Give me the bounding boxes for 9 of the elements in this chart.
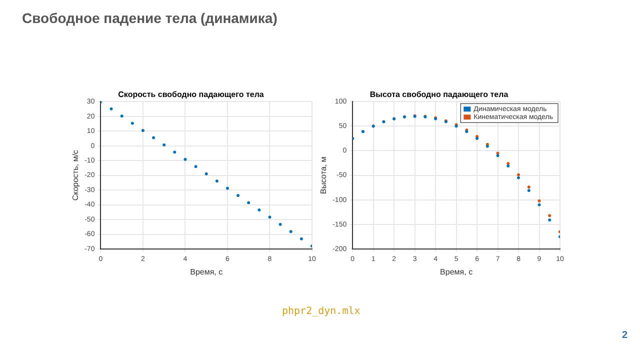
chart-title: Высота свободно падающего тела <box>370 90 509 100</box>
y-axis-title: Скорость, м/с <box>71 150 80 201</box>
text: phpr2_dyn.mlx <box>282 306 360 317</box>
x-axis-title: Время, с <box>190 267 223 276</box>
text: 2 <box>622 330 628 341</box>
chart-title: Скорость свободно падающего тела <box>118 90 264 100</box>
x-axis-title: Время, с <box>440 267 473 276</box>
text: Свободное падение тела (динамика) <box>22 10 278 26</box>
y-axis-title: Высота, м <box>319 156 328 194</box>
